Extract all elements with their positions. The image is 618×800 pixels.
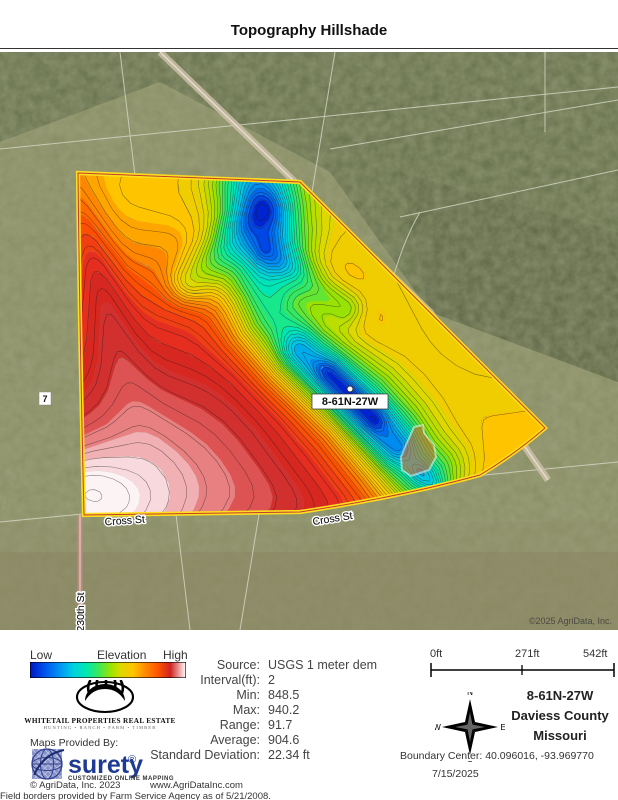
- svg-text:N: N: [467, 692, 473, 697]
- svg-text:7: 7: [42, 394, 47, 404]
- svg-text:230th St: 230th St: [75, 592, 87, 630]
- svg-text:©2025 AgriData, Inc.: ©2025 AgriData, Inc.: [529, 616, 612, 626]
- svg-text:W: W: [435, 723, 441, 732]
- svg-text:8-61N-27W: 8-61N-27W: [322, 396, 379, 408]
